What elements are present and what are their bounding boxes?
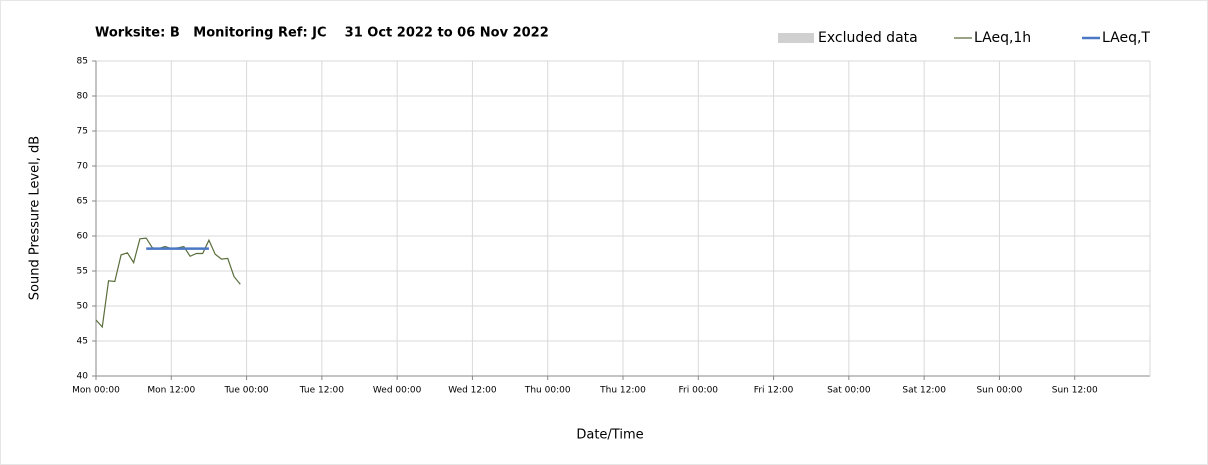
y-tick-label: 50 <box>77 302 89 312</box>
x-tick-label: Thu 12:00 <box>599 386 646 396</box>
y-tick-label: 70 <box>77 162 89 172</box>
x-tick-label: Wed 00:00 <box>373 386 422 396</box>
chart-title: Worksite: B Monitoring Ref: JC 31 Oct 20… <box>95 26 549 41</box>
x-tick-label: Fri 00:00 <box>679 386 719 396</box>
y-tick-label: 55 <box>77 267 88 277</box>
legend-swatch <box>778 33 814 43</box>
y-tick-label: 75 <box>77 127 88 137</box>
x-tick-label: Tue 00:00 <box>223 386 268 396</box>
y-tick-label: 60 <box>77 232 89 242</box>
legend-label: LAeq,1h <box>974 30 1031 46</box>
y-tick-label: 85 <box>77 57 88 67</box>
legend-label: LAeq,T <box>1102 30 1150 46</box>
y-tick-label: 80 <box>77 92 89 102</box>
x-tick-label: Tue 12:00 <box>299 386 344 396</box>
y-axis-label: Sound Pressure Level, dB <box>28 136 43 300</box>
y-tick-label: 40 <box>77 372 89 382</box>
legend-label: Excluded data <box>818 30 918 46</box>
x-tick-label: Mon 00:00 <box>72 386 120 396</box>
x-tick-label: Wed 12:00 <box>448 386 497 396</box>
x-tick-label: Sun 00:00 <box>976 386 1022 396</box>
x-tick-label: Sat 12:00 <box>902 386 946 396</box>
y-tick-label: 65 <box>77 197 88 207</box>
x-tick-label: Sun 12:00 <box>1052 386 1098 396</box>
x-tick-label: Mon 12:00 <box>147 386 195 396</box>
y-tick-label: 45 <box>77 337 88 347</box>
x-tick-label: Fri 12:00 <box>754 386 794 396</box>
x-axis-label: Date/Time <box>576 428 643 443</box>
x-tick-label: Thu 00:00 <box>524 386 571 396</box>
x-tick-label: Sat 00:00 <box>827 386 871 396</box>
